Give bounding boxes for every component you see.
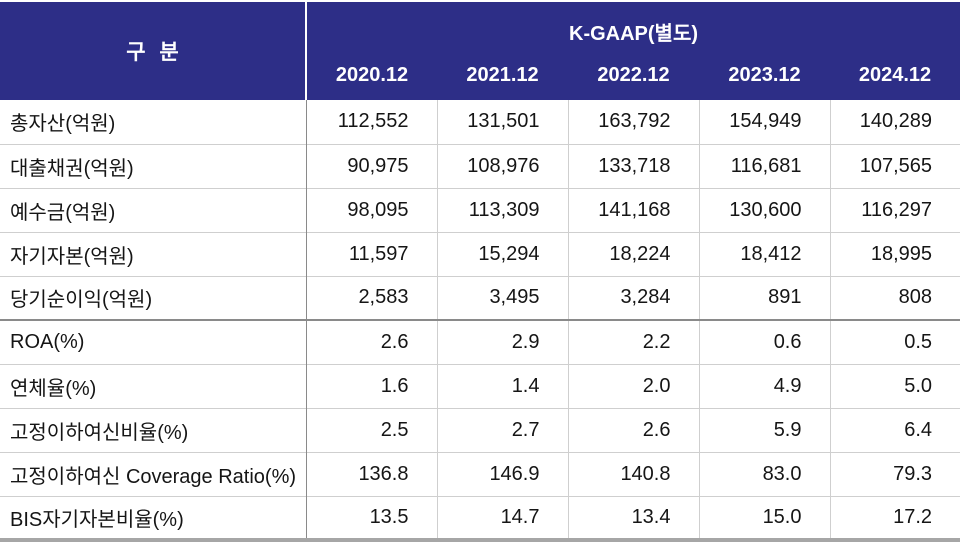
group-header-row: 구 분 K-GAAP(별도) (0, 2, 960, 100)
value-cell: 15,294 (436, 231, 568, 276)
value-cell: 163,792 (567, 100, 699, 144)
value-cell: 79.3 (829, 451, 960, 496)
value-cell: 891 (698, 275, 830, 320)
value-cell: 6.4 (829, 407, 960, 452)
value-cell: 1.4 (436, 363, 568, 408)
row-label: 자기자본(억원) (0, 231, 307, 276)
value-cell: 0.5 (829, 319, 960, 364)
value-cell: 2.6 (567, 407, 699, 452)
value-cell: 2.6 (306, 319, 437, 364)
value-cell: 18,995 (829, 231, 960, 276)
table-row: 연체율(%) 1.6 1.4 2.0 4.9 5.0 (0, 363, 960, 408)
value-cell: 17.2 (829, 495, 960, 540)
value-cell: 116,297 (829, 187, 960, 232)
group-header-cell: K-GAAP(별도) (306, 2, 960, 50)
corner-header-cell: 구 분 (0, 2, 307, 100)
value-cell: 13.4 (567, 495, 699, 540)
year-header-cell: 2023.12 (699, 50, 830, 100)
table-row: 당기순이익(억원) 2,583 3,495 3,284 891 808 (0, 275, 960, 320)
value-cell: 808 (829, 275, 960, 320)
value-cell: 18,224 (567, 231, 699, 276)
value-cell: 130,600 (698, 187, 830, 232)
year-header-row: 2020.12 2021.12 2022.12 2023.12 2024.12 (0, 50, 960, 100)
value-cell: 154,949 (698, 100, 830, 144)
row-label: 예수금(억원) (0, 187, 307, 232)
value-cell: 5.0 (829, 363, 960, 408)
value-cell: 98,095 (306, 187, 437, 232)
table-row: 대출채권(억원) 90,975 108,976 133,718 116,681 107,5… (0, 143, 960, 188)
value-cell: 2.5 (306, 407, 437, 452)
value-cell: 133,718 (567, 143, 699, 188)
row-label: 당기순이익(억원) (0, 275, 307, 320)
value-cell: 136.8 (306, 451, 437, 496)
value-cell: 2.0 (567, 363, 699, 408)
row-label: BIS자기자본비율(%) (0, 495, 307, 540)
row-label: 고정이하여신 Coverage Ratio(%) (0, 451, 307, 496)
value-cell: 4.9 (698, 363, 830, 408)
table-row: BIS자기자본비율(%) 13.5 14.7 13.4 15.0 17.2 (0, 495, 960, 540)
value-cell: 140,289 (829, 100, 960, 144)
value-cell: 3,284 (567, 275, 699, 320)
table-row: 예수금(억원) 98,095 113,309 141,168 130,600 116,29… (0, 187, 960, 232)
table-body: 총자산(억원) 112,552 131,501 163,792 154,949 140,2… (0, 100, 960, 540)
value-cell: 14.7 (436, 495, 568, 540)
table-row: ROA(%) 2.6 2.9 2.2 0.6 0.5 (0, 319, 960, 364)
value-cell: 15.0 (698, 495, 830, 540)
value-cell: 1.6 (306, 363, 437, 408)
value-cell: 2.9 (436, 319, 568, 364)
value-cell: 146.9 (436, 451, 568, 496)
value-cell: 5.9 (698, 407, 830, 452)
value-cell: 131,501 (436, 100, 568, 144)
value-cell: 140.8 (567, 451, 699, 496)
row-label: 고정이하여신비율(%) (0, 407, 307, 452)
value-cell: 112,552 (306, 100, 437, 144)
value-cell: 2.7 (436, 407, 568, 452)
table-row: 자기자본(억원) 11,597 15,294 18,224 18,412 18,995 (0, 231, 960, 276)
row-label: 연체율(%) (0, 363, 307, 408)
value-cell: 13.5 (306, 495, 437, 540)
value-cell: 116,681 (698, 143, 830, 188)
year-header-cell: 2024.12 (830, 50, 960, 100)
year-header-cell: 2021.12 (437, 50, 568, 100)
year-header-cell: 2020.12 (306, 50, 437, 100)
table-row: 고정이하여신 Coverage Ratio(%) 136.8 146.9 140.8 8… (0, 451, 960, 496)
row-label: ROA(%) (0, 319, 307, 364)
value-cell: 3,495 (436, 275, 568, 320)
value-cell: 108,976 (436, 143, 568, 188)
value-cell: 113,309 (436, 187, 568, 232)
row-label: 대출채권(억원) (0, 143, 307, 188)
value-cell: 141,168 (567, 187, 699, 232)
value-cell: 90,975 (306, 143, 437, 188)
year-header-cell: 2022.12 (568, 50, 699, 100)
table-header: 구 분 K-GAAP(별도) 2020.12 2021.12 2022.12 2023… (0, 2, 960, 100)
value-cell: 11,597 (306, 231, 437, 276)
value-cell: 2,583 (306, 275, 437, 320)
value-cell: 83.0 (698, 451, 830, 496)
value-cell: 18,412 (698, 231, 830, 276)
table-row: 고정이하여신비율(%) 2.5 2.7 2.6 5.9 6.4 (0, 407, 960, 452)
value-cell: 107,565 (829, 143, 960, 188)
row-label: 총자산(억원) (0, 100, 307, 144)
value-cell: 0.6 (698, 319, 830, 364)
financial-table: 구 분 K-GAAP(별도) 2020.12 2021.12 2022.12 2023… (0, 2, 960, 542)
table-row: 총자산(억원) 112,552 131,501 163,792 154,949 140,2… (0, 100, 960, 144)
value-cell: 2.2 (567, 319, 699, 364)
